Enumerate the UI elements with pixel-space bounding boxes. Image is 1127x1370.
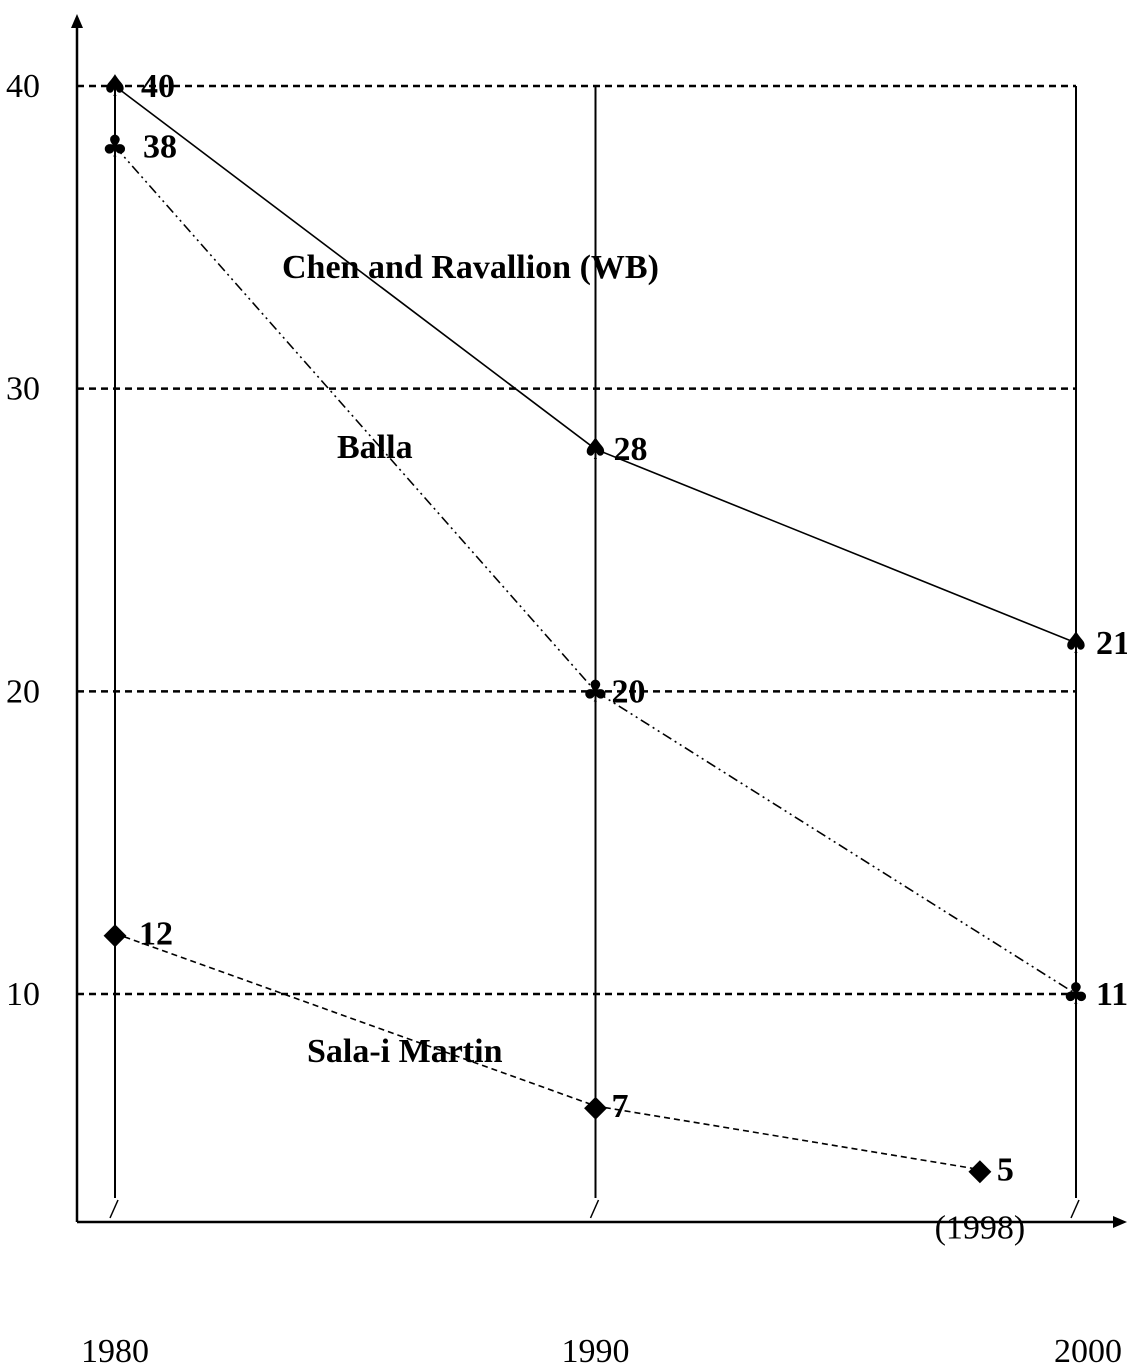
- series-line-sala-i-martin: [115, 933, 980, 1169]
- data-label-sala-i-martin-1980: 12: [139, 915, 173, 952]
- labels: 40 28 21 Chen and Ravallion (WB) 38 20 11 Balla…: [139, 68, 1127, 1247]
- axis-break-1980: [110, 1200, 118, 1218]
- marker-sala-i-martin-1980: ◆: [103, 916, 126, 951]
- data-label-sala-i-martin-1998: 5: [997, 1152, 1014, 1189]
- y-tick-label-30: 30: [6, 371, 40, 408]
- x-axis-arrow: [1113, 1216, 1127, 1228]
- data-label-balla-1990: 20: [612, 673, 646, 710]
- y-axis-arrow: [71, 14, 83, 28]
- axis-break-2000: [1071, 1200, 1079, 1218]
- marker-chen-and-ravallion-wb-1990: ♠: [582, 432, 609, 467]
- marker-balla-2000: ♣: [1063, 977, 1090, 1012]
- y-tick-label-20: 20: [6, 673, 40, 710]
- axis-break-1990: [591, 1200, 599, 1218]
- y-tick-label-10: 10: [6, 976, 40, 1013]
- series-label-balla: Balla: [337, 429, 413, 466]
- x-tick-label-1990: 1990: [562, 1333, 630, 1370]
- marker-chen-and-ravallion-wb-1980: ♠: [102, 69, 129, 104]
- marker-sala-i-martin-1998: ◆: [968, 1153, 991, 1188]
- x-tick-label-2000: 2000: [1054, 1333, 1122, 1370]
- series-label-chen-and-ravallion-wb: Chen and Ravallion (WB): [282, 249, 659, 286]
- y-tick-label-40: 40: [6, 68, 40, 105]
- series-label-sala-i-martin: Sala-i Martin: [307, 1033, 503, 1070]
- data-label-chen-and-ravallion-wb-1990: 28: [614, 431, 648, 468]
- marker-balla-1990: ♣: [582, 674, 609, 709]
- data-label-chen-and-ravallion-wb-2000: 21: [1096, 625, 1127, 662]
- marker-chen-and-ravallion-wb-2000: ♠: [1063, 626, 1090, 661]
- x-tick-label-1980: 1980: [81, 1333, 149, 1370]
- data-label-chen-and-ravallion-wb-1980: 40: [141, 68, 175, 105]
- data-label-balla-2000: 11: [1096, 976, 1127, 1013]
- data-label-balla-1980: 38: [143, 129, 177, 166]
- data-label-sala-i-martin-1990: 7: [612, 1088, 629, 1125]
- marker-sala-i-martin-1990: ◆: [584, 1089, 607, 1124]
- marker-balla-1980: ♣: [102, 130, 129, 165]
- note-sala-i-martin-1998: (1998): [935, 1210, 1026, 1247]
